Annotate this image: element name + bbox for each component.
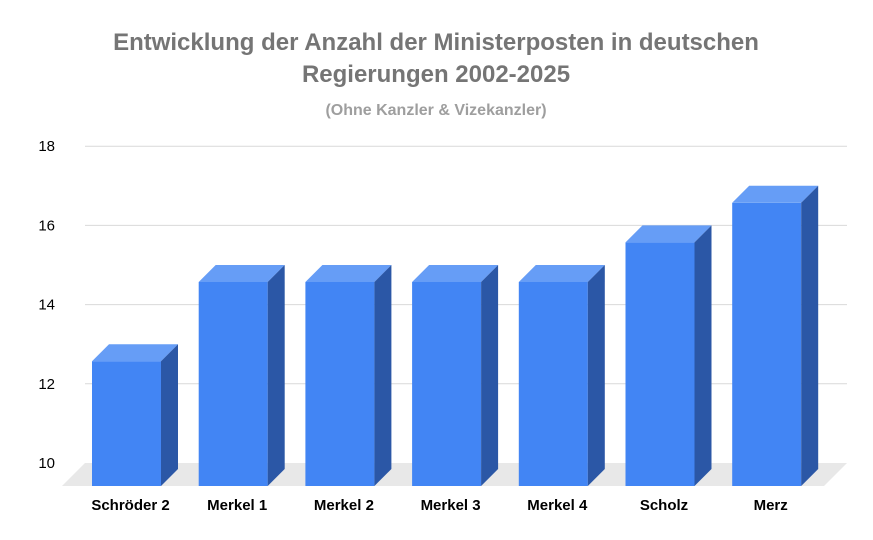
y-tick-label: 16 [38,217,55,234]
bar-front [625,242,695,486]
bar-top [198,265,285,282]
bar-front [518,282,588,486]
bar-side [481,265,499,486]
chart-title-line-2: Regierungen 2002-2025 [302,61,570,88]
y-tick-label: 18 [38,138,55,155]
bar-front [198,282,268,486]
bar-front [305,282,375,486]
x-category-label: Merkel 3 [421,497,481,514]
bar-top [412,265,499,282]
bar-side [801,185,819,487]
x-category-label: Scholz [640,497,688,514]
bar-top [305,265,392,282]
y-tick-label: 10 [38,455,55,472]
bar-top [518,265,605,282]
bar-front [92,361,161,486]
bar-side [694,225,712,486]
x-category-label: Merkel 2 [314,497,374,514]
bar-front [732,202,802,487]
bar-front [412,282,482,486]
y-tick-label: 14 [38,297,55,314]
chart-subtitle: (Ohne Kanzler & Vizekanzler) [325,102,546,119]
bar-side [374,265,392,486]
y-tick-label: 12 [38,376,55,393]
bar-side [587,265,605,486]
chart-title-line-1: Entwicklung der Anzahl der Ministerposte… [113,29,759,56]
bar-top [92,344,178,362]
bar-top [625,225,712,243]
x-category-label: Schröder 2 [91,497,169,514]
bar-side [267,265,285,486]
bar-side [161,344,178,486]
x-category-label: Merkel 1 [207,497,267,514]
x-category-label: Merkel 4 [527,497,588,514]
x-category-label: Merz [754,497,788,514]
bar-top [732,185,819,203]
